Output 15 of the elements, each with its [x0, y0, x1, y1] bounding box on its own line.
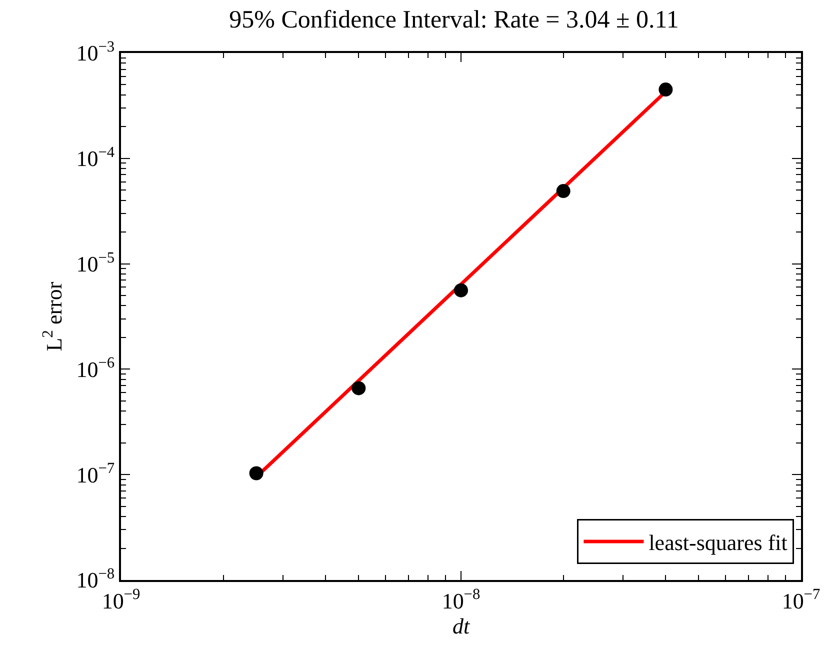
y-tick-label: 10$^{−3}$	[76, 38, 115, 66]
legend-label: least-squares fit	[648, 530, 788, 556]
chart-title: 95% Confidence Interval: Rate = 3.04 ± 0.11	[229, 6, 679, 34]
x-tick-label: 10$^{−8}$	[442, 586, 480, 614]
point	[454, 283, 468, 298]
y-tick-label: 10$^{−4}$	[76, 144, 115, 172]
point	[556, 184, 570, 198]
y-tick-label: 10$^{−7}$	[76, 460, 115, 488]
y-tick-label: 10$^{−5}$	[76, 249, 115, 276]
point	[658, 82, 673, 97]
point	[249, 466, 264, 480]
y-tick-label: 10$^{−6}$	[76, 354, 115, 382]
x-tick-label: 10$^{−7}$	[782, 586, 820, 614]
point	[352, 381, 366, 396]
x-axis-title: dt	[452, 613, 470, 638]
